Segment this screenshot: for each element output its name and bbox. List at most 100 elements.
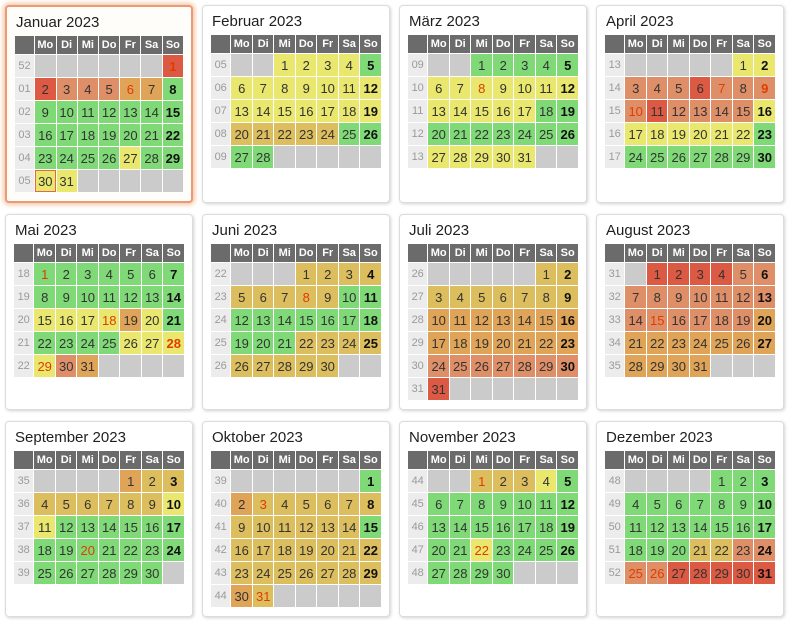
day-cell[interactable]: 23 <box>492 123 514 145</box>
day-cell[interactable]: 1 <box>274 54 295 76</box>
day-cell[interactable]: 4 <box>98 263 120 285</box>
day-cell[interactable]: 8 <box>471 77 492 99</box>
day-cell[interactable]: 25 <box>274 562 295 584</box>
day-cell[interactable]: 22 <box>34 332 55 354</box>
day-cell[interactable]: 1 <box>162 55 183 77</box>
day-cell[interactable]: 18 <box>274 539 295 561</box>
day-cell[interactable]: 23 <box>295 123 317 145</box>
day-cell[interactable]: 14 <box>163 286 184 308</box>
day-cell[interactable]: 23 <box>231 562 252 584</box>
day-cell[interactable]: 13 <box>428 516 449 538</box>
day-cell[interactable]: 22 <box>120 539 141 561</box>
day-cell[interactable]: 15 <box>295 309 317 331</box>
day-cell[interactable]: 27 <box>754 332 775 354</box>
day-cell[interactable]: 7 <box>98 493 120 515</box>
day-cell[interactable]: 31 <box>689 355 711 377</box>
day-cell[interactable]: 7 <box>449 77 471 99</box>
day-cell[interactable]: 8 <box>535 286 557 308</box>
day-cell[interactable]: 31 <box>428 378 449 400</box>
day-cell[interactable]: 3 <box>163 470 184 492</box>
day-cell[interactable]: 30 <box>317 355 338 377</box>
day-cell[interactable]: 14 <box>141 101 162 123</box>
day-cell[interactable]: 21 <box>98 539 120 561</box>
day-cell[interactable]: 30 <box>55 355 77 377</box>
day-cell[interactable]: 10 <box>625 100 646 122</box>
day-cell[interactable]: 23 <box>317 332 338 354</box>
day-cell[interactable]: 12 <box>98 101 120 123</box>
day-cell[interactable]: 28 <box>625 355 646 377</box>
day-cell[interactable]: 19 <box>295 539 317 561</box>
day-cell[interactable]: 11 <box>274 516 295 538</box>
day-cell[interactable]: 30 <box>754 146 775 168</box>
day-cell[interactable]: 27 <box>120 147 141 169</box>
day-cell[interactable]: 9 <box>492 77 514 99</box>
day-cell[interactable]: 13 <box>428 100 449 122</box>
day-cell[interactable]: 17 <box>163 516 184 538</box>
day-cell[interactable]: 19 <box>471 332 492 354</box>
day-cell[interactable]: 12 <box>360 77 381 99</box>
day-cell[interactable]: 2 <box>231 493 252 515</box>
day-cell[interactable]: 5 <box>98 78 120 100</box>
day-cell[interactable]: 13 <box>492 309 514 331</box>
day-cell[interactable]: 21 <box>163 309 184 331</box>
day-cell[interactable]: 29 <box>360 562 381 584</box>
day-cell[interactable]: 11 <box>646 100 668 122</box>
day-cell[interactable]: 6 <box>141 263 163 285</box>
day-cell[interactable]: 13 <box>668 516 689 538</box>
day-cell[interactable]: 18 <box>535 100 557 122</box>
day-cell[interactable]: 23 <box>55 332 77 354</box>
day-cell[interactable]: 27 <box>428 146 449 168</box>
day-cell[interactable]: 17 <box>689 309 711 331</box>
day-cell[interactable]: 24 <box>514 123 535 145</box>
day-cell[interactable]: 29 <box>162 147 183 169</box>
day-cell[interactable]: 17 <box>625 123 646 145</box>
day-cell[interactable]: 23 <box>668 332 689 354</box>
day-cell[interactable]: 20 <box>141 309 163 331</box>
day-cell[interactable]: 28 <box>98 562 120 584</box>
day-cell[interactable]: 20 <box>428 539 449 561</box>
day-cell[interactable]: 9 <box>231 516 252 538</box>
day-cell[interactable]: 18 <box>625 539 646 561</box>
day-cell[interactable]: 25 <box>646 146 668 168</box>
day-cell[interactable]: 7 <box>711 77 732 99</box>
day-cell[interactable]: 27 <box>668 562 689 584</box>
day-cell[interactable]: 28 <box>338 562 360 584</box>
day-cell[interactable]: 26 <box>231 355 252 377</box>
day-cell[interactable]: 4 <box>274 493 295 515</box>
day-cell[interactable]: 12 <box>120 286 141 308</box>
day-cell[interactable]: 18 <box>77 124 98 146</box>
day-cell[interactable]: 25 <box>98 332 120 354</box>
day-cell[interactable]: 11 <box>98 286 120 308</box>
day-cell[interactable]: 14 <box>625 309 646 331</box>
day-cell[interactable]: 14 <box>338 516 360 538</box>
day-cell[interactable]: 24 <box>252 562 274 584</box>
day-cell[interactable]: 25 <box>360 332 381 354</box>
day-cell[interactable]: 7 <box>514 286 535 308</box>
day-cell[interactable]: 15 <box>120 516 141 538</box>
day-cell[interactable]: 1 <box>732 54 754 76</box>
day-cell[interactable]: 4 <box>535 54 557 76</box>
day-cell[interactable]: 3 <box>338 263 360 285</box>
day-cell[interactable]: 2 <box>55 263 77 285</box>
day-cell[interactable]: 30 <box>141 562 163 584</box>
day-cell[interactable]: 1 <box>295 263 317 285</box>
day-cell[interactable]: 3 <box>77 263 98 285</box>
day-cell[interactable]: 2 <box>732 470 754 492</box>
day-cell[interactable]: 13 <box>77 516 98 538</box>
day-cell[interactable]: 19 <box>120 309 141 331</box>
day-cell[interactable]: 17 <box>77 309 98 331</box>
day-cell[interactable]: 13 <box>120 101 141 123</box>
day-cell[interactable]: 30 <box>732 562 754 584</box>
day-cell[interactable]: 10 <box>689 286 711 308</box>
day-cell[interactable]: 10 <box>428 309 449 331</box>
day-cell[interactable]: 24 <box>338 332 360 354</box>
day-cell[interactable]: 27 <box>77 562 98 584</box>
day-cell[interactable]: 8 <box>732 77 754 99</box>
day-cell[interactable]: 27 <box>689 146 711 168</box>
day-cell[interactable]: 28 <box>274 355 295 377</box>
day-cell[interactable]: 25 <box>34 562 55 584</box>
day-cell[interactable]: 14 <box>252 100 274 122</box>
day-cell[interactable]: 28 <box>449 562 471 584</box>
day-cell[interactable]: 30 <box>231 585 252 607</box>
day-cell[interactable]: 4 <box>360 263 381 285</box>
